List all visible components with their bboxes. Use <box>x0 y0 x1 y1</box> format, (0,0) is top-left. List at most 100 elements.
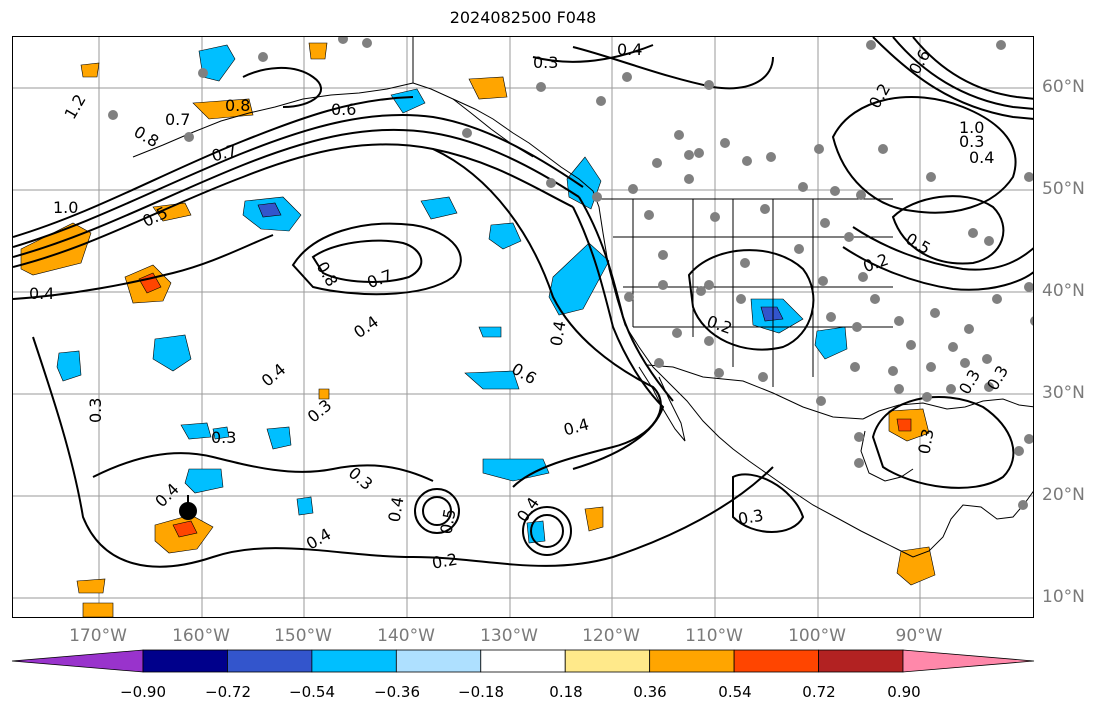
station-dot <box>654 358 664 368</box>
station-dot <box>658 250 668 260</box>
station-dot <box>826 312 836 322</box>
station-dot <box>704 280 714 290</box>
blue-patch <box>152 334 192 372</box>
contour <box>432 148 662 488</box>
contour <box>32 336 774 568</box>
colorbar-segment <box>395 649 482 673</box>
contour <box>852 226 1033 271</box>
station-dot <box>984 236 994 246</box>
contour <box>530 514 564 548</box>
colorbar-segment <box>649 649 735 673</box>
contour-label: 1.2 <box>61 91 90 123</box>
blue-patch <box>296 496 314 516</box>
station-dot <box>362 38 372 48</box>
yucatan-coast <box>860 430 914 482</box>
station-dot <box>184 132 194 142</box>
contour <box>892 37 1033 110</box>
colorbar-tick: −0.54 <box>289 683 335 701</box>
blue-patch <box>266 426 292 450</box>
colorbar-segment <box>227 649 313 673</box>
storm-marker <box>179 495 197 520</box>
station-dot <box>866 40 876 50</box>
blue-patch <box>180 422 212 440</box>
station-dot <box>674 130 684 140</box>
blue-patch <box>526 520 546 544</box>
station-dot <box>852 322 862 332</box>
colorbar-segment <box>480 649 566 673</box>
station-dot <box>766 152 776 162</box>
coastlines <box>132 37 1033 558</box>
station-dot <box>844 232 854 242</box>
station-dot <box>984 382 994 392</box>
shading-positive <box>20 42 936 617</box>
station-dot <box>742 156 752 166</box>
station-dot <box>1024 282 1033 292</box>
colorbar-tick: 0.54 <box>718 683 752 701</box>
station-dot <box>856 190 866 200</box>
station-dot <box>926 172 936 182</box>
contour-label: 0.3 <box>737 506 765 529</box>
plot-title: 2024082500 F048 <box>449 8 597 27</box>
contour <box>831 96 1017 214</box>
station-dot <box>798 182 808 192</box>
colorbar-tick: 0.18 <box>549 683 583 701</box>
blue-patch <box>488 222 522 250</box>
contour-label: 0.2 <box>865 80 894 112</box>
station-dot <box>1014 446 1024 456</box>
colorbar-tick: −0.18 <box>458 683 504 701</box>
contour <box>687 249 815 351</box>
blue-patch <box>814 326 848 360</box>
latitude-label: 20°N <box>1042 485 1085 505</box>
contour-label: 0.4 <box>384 495 407 523</box>
orange-patch <box>308 42 328 60</box>
colorbar-segment <box>11 649 144 673</box>
station-dot <box>850 362 860 372</box>
orange-patch <box>80 62 100 78</box>
longitude-label: 100°W <box>788 626 846 646</box>
station-dot <box>922 392 932 402</box>
latitude-label: 40°N <box>1042 281 1085 301</box>
contour <box>522 506 572 556</box>
contour-label: 0.3 <box>345 463 377 494</box>
blue-patch <box>257 202 282 218</box>
contour-label: 1.0 <box>959 118 984 137</box>
station-dot <box>704 336 714 346</box>
contour-label: 0.4 <box>546 319 569 347</box>
station-dot <box>1018 500 1028 510</box>
station-dot <box>906 340 916 350</box>
station-dot <box>684 150 694 160</box>
station-dot <box>894 316 904 326</box>
station-dot <box>996 40 1006 50</box>
station-dot <box>672 328 682 338</box>
contour-label: 0.5 <box>436 507 459 535</box>
longitude-label: 170°W <box>69 626 127 646</box>
blue-patch <box>184 468 224 494</box>
latitude-label: 30°N <box>1042 383 1085 403</box>
contour <box>872 37 1033 120</box>
station-dot <box>794 244 804 254</box>
station-dot <box>858 272 868 282</box>
station-dot <box>760 204 770 214</box>
contour-label: 1.0 <box>53 198 78 217</box>
contour <box>572 46 774 90</box>
contour-label-group: 0.4 0.3 1.2 0.7 0.8 0.6 0.8 0.7 1.0 0.5 … <box>29 40 1012 573</box>
orange-patch <box>82 602 114 617</box>
contour-label: 0.7 <box>165 110 190 129</box>
alaska-coast <box>132 82 414 158</box>
station-dot <box>696 286 706 296</box>
contour <box>92 452 434 482</box>
contour-label: 0.3 <box>533 53 558 72</box>
station-dot <box>684 174 694 184</box>
latitude-label: 60°N <box>1042 77 1085 97</box>
station-dot <box>992 294 1002 304</box>
longitude-label: 130°W <box>480 626 538 646</box>
contour-label: 0.7 <box>364 266 394 293</box>
station-dot <box>720 138 730 148</box>
contour-lines <box>13 37 1033 568</box>
contour <box>732 473 805 533</box>
blue-patch <box>760 306 784 322</box>
colorbar-tick: 0.36 <box>633 683 667 701</box>
station-dot <box>622 72 632 82</box>
contour-label: 0.3 <box>304 396 336 427</box>
station-dot <box>1024 172 1033 182</box>
